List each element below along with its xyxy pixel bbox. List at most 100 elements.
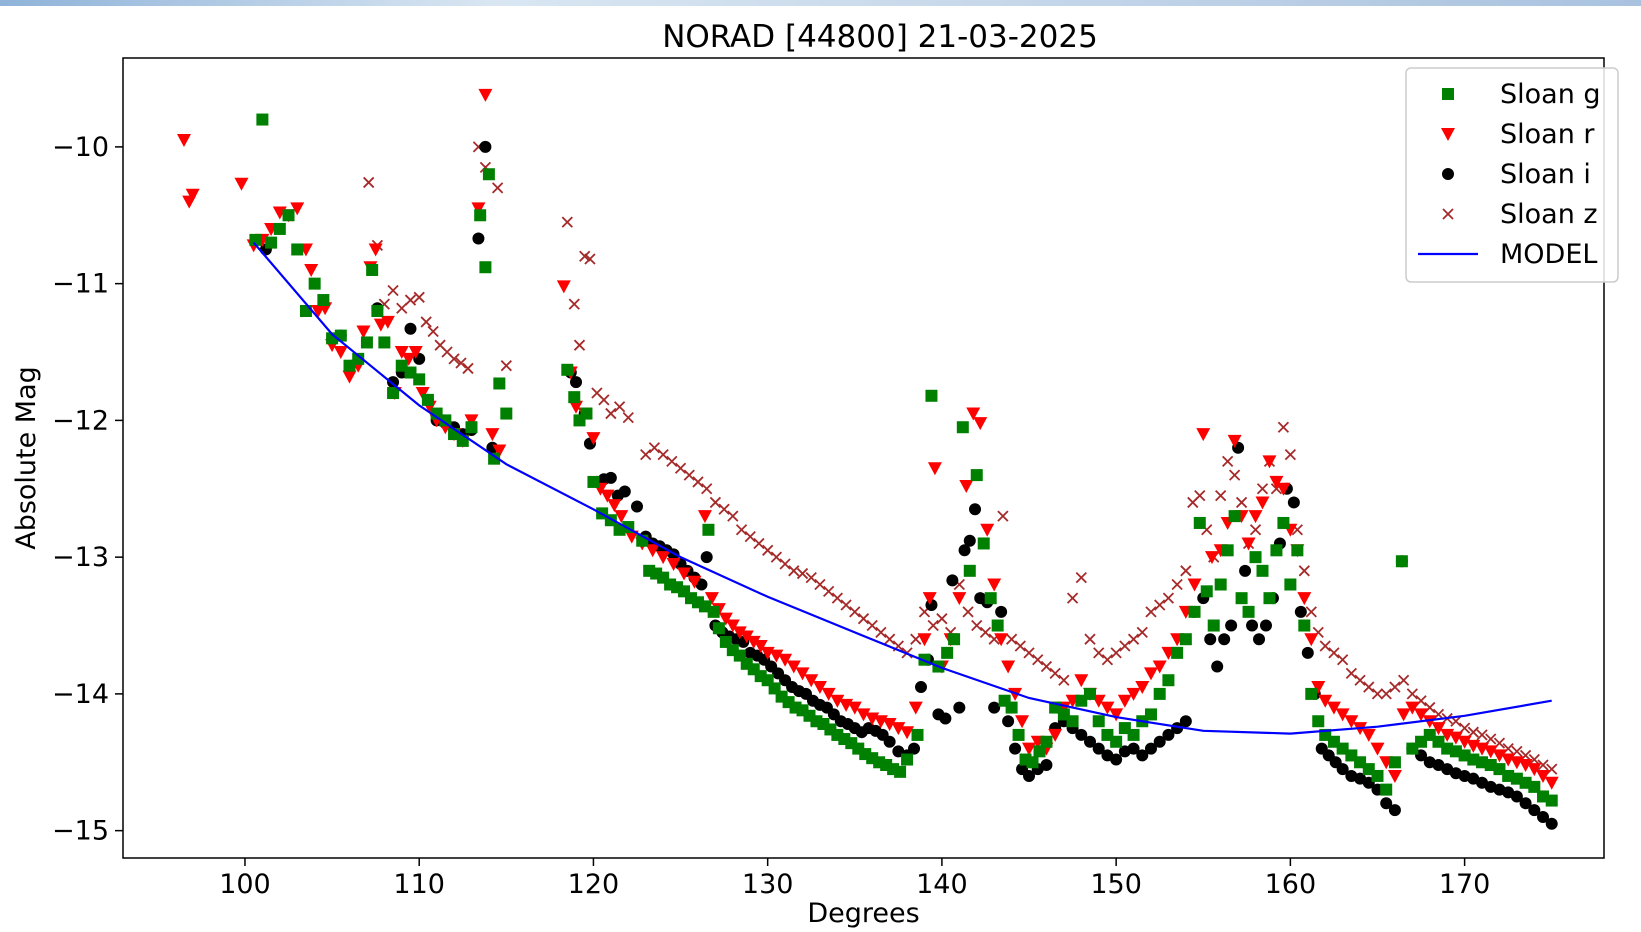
sloan-i-point-111 xyxy=(1253,633,1266,646)
sloan-z-point-39 xyxy=(735,524,748,536)
sloan-g-point-143 xyxy=(1380,783,1393,796)
legend-swatch-sloan-i xyxy=(1442,168,1454,180)
sloan-z-point-98 xyxy=(1235,496,1248,509)
sloan-r-point-127 xyxy=(1276,482,1291,496)
sloan-g-point-100 xyxy=(1040,735,1053,748)
sloan-z-point-27 xyxy=(622,412,634,424)
sloan-z-point-95 xyxy=(1215,489,1227,502)
sloan-i-point-62 xyxy=(883,735,896,748)
sloan-r-point-18 xyxy=(356,325,371,339)
sloan-g-point-124 xyxy=(1235,592,1248,605)
sloan-r-point-96 xyxy=(1022,742,1037,756)
sloan-i-point-97 xyxy=(1144,742,1157,755)
sloan-r-point-125 xyxy=(1262,455,1277,469)
sloan-z-point-32 xyxy=(674,462,687,474)
sloan-g-point-105 xyxy=(1084,687,1097,700)
sloan-z-point-16 xyxy=(491,182,504,194)
sloan-r-point-159 xyxy=(1544,776,1559,790)
sloan-r-point-81 xyxy=(917,633,932,647)
sloan-z-point-30 xyxy=(657,448,669,461)
sloan-r-point-124 xyxy=(1255,496,1270,510)
x-tick-label-140: 140 xyxy=(916,869,968,900)
sloan-z-point-90 xyxy=(1180,565,1192,577)
sloan-z-point-97 xyxy=(1228,469,1241,481)
sloan-i-point-85 xyxy=(1040,759,1053,772)
sloan-g-point-134 xyxy=(1305,687,1318,700)
sloan-g-point-84 xyxy=(925,389,938,402)
sloan-i-point-107 xyxy=(1225,619,1238,632)
sloan-g-point-80 xyxy=(894,765,907,778)
sloan-g-point-15 xyxy=(371,304,384,317)
sloan-i-point-129 xyxy=(1388,804,1401,817)
sloan-z-point-62 xyxy=(936,613,948,625)
sloan-z-point-73 xyxy=(1032,654,1044,666)
sloan-r-point-144 xyxy=(1414,708,1429,722)
sloan-z-point-54 xyxy=(866,619,878,632)
sloan-g-point-96 xyxy=(1012,728,1025,741)
sloan-i-point-81 xyxy=(1009,742,1022,755)
legend-label-sloan-i: Sloan i xyxy=(1500,159,1591,190)
sloan-z-point-101 xyxy=(1256,483,1269,495)
legend: Sloan g Sloan r Sloan i Sloan z MODEL xyxy=(1405,67,1619,283)
legend-swatch-sloan-z xyxy=(1442,208,1454,220)
sloan-r-point-108 xyxy=(1126,687,1141,701)
sloan-z-point-108 xyxy=(1305,606,1317,618)
sloan-i-point-145 xyxy=(1528,804,1541,817)
sloan-i-point-109 xyxy=(1239,564,1252,577)
sloan-z-point-111 xyxy=(1328,647,1340,659)
sloan-z-point-96 xyxy=(1222,455,1234,468)
sloan-g-point-53 xyxy=(707,605,720,618)
sloan-z-point-7 xyxy=(420,316,432,328)
sloan-r-point-146 xyxy=(1431,722,1446,736)
sloan-z-point-72 xyxy=(1023,647,1035,659)
sloan-g-point-20 xyxy=(413,373,426,386)
sloan-z-point-33 xyxy=(683,469,695,481)
sloan-z-point-4 xyxy=(396,302,408,314)
sloan-g-point-108 xyxy=(1110,735,1123,748)
legend-swatch-sloan-r xyxy=(1441,128,1455,141)
sloan-z-point-127 xyxy=(1467,726,1479,738)
sloan-z-point-134 xyxy=(1528,753,1540,766)
sloan-r-point-51 xyxy=(666,557,681,571)
sloan-i-point-18 xyxy=(570,376,583,389)
x-tick-label-170: 170 xyxy=(1439,869,1491,900)
sloan-i-point-123 xyxy=(1336,763,1349,776)
sloan-z-point-28 xyxy=(640,448,652,461)
sloan-i-point-14 xyxy=(472,232,485,245)
sloan-z-point-18 xyxy=(561,216,573,228)
sloan-i-point-80 xyxy=(1002,715,1015,728)
sloan-z-point-55 xyxy=(875,626,887,638)
sloan-r-point-120 xyxy=(1227,434,1242,448)
y-tick-label-12: −12 xyxy=(52,405,109,436)
sloan-z-point-120 xyxy=(1406,688,1418,700)
sloan-z-point-48 xyxy=(814,578,826,591)
sloan-r-point-46 xyxy=(614,510,629,524)
sloan-r-point-45 xyxy=(607,499,622,513)
sloan-r-point-110 xyxy=(1143,667,1158,681)
sloan-r-point-64 xyxy=(769,649,784,663)
sloan-z-point-104 xyxy=(1277,421,1290,433)
sloan-g-point-0 xyxy=(249,233,262,246)
sloan-g-point-92 xyxy=(984,592,997,605)
sloan-r-point-107 xyxy=(1117,694,1132,708)
sloan-g-point-8 xyxy=(317,294,330,307)
sloan-z-point-24 xyxy=(598,394,610,406)
sloan-i-point-66 xyxy=(914,681,927,694)
sloan-i-point-104 xyxy=(1204,633,1217,646)
sloan-i-point-128 xyxy=(1380,797,1393,810)
sloan-g-point-117 xyxy=(1188,605,1201,618)
sloan-r-point-67 xyxy=(795,667,810,681)
plot-area xyxy=(176,88,1559,830)
sloan-i-point-117 xyxy=(1294,605,1307,618)
sloan-r-point-88 xyxy=(966,407,981,421)
sloan-i-point-71 xyxy=(946,574,959,587)
legend-box xyxy=(1405,67,1619,283)
sloan-g-point-118 xyxy=(1193,516,1206,529)
sloan-g-point-54 xyxy=(712,622,725,635)
sloan-i-point-143 xyxy=(1510,790,1523,803)
sloan-z-point-46 xyxy=(796,567,809,580)
sloan-i-point-36 xyxy=(700,551,713,564)
sloan-g-point-16 xyxy=(378,336,391,349)
x-tick-label-150: 150 xyxy=(1090,869,1142,900)
sloan-g-point-5 xyxy=(291,243,304,256)
